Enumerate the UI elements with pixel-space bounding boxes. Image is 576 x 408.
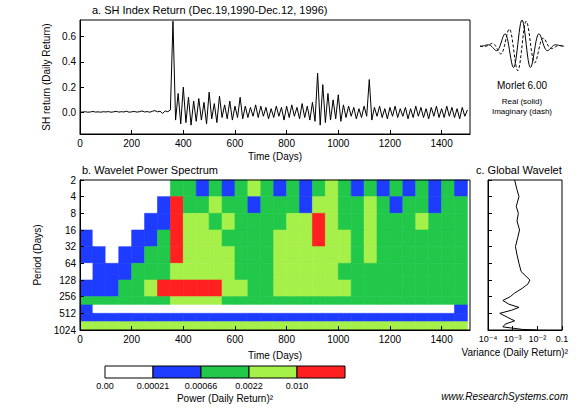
svg-text:SH return (Daily Return): SH return (Daily Return) (41, 23, 52, 130)
svg-text:0.0022: 0.0022 (235, 381, 263, 391)
svg-text:Power (Daily Return)²: Power (Daily Return)² (177, 393, 274, 404)
svg-text:400: 400 (175, 334, 192, 345)
svg-text:Real (solid): Real (solid) (502, 97, 543, 106)
svg-text:Variance (Daily Return)²: Variance (Daily Return)² (461, 347, 568, 358)
svg-text:128: 128 (59, 275, 76, 286)
svg-text:10⁻³: 10⁻³ (504, 334, 522, 344)
svg-text:256: 256 (59, 291, 76, 302)
svg-text:16: 16 (65, 225, 77, 236)
svg-text:0.1: 0.1 (556, 334, 569, 344)
svg-text:2: 2 (70, 175, 76, 186)
svg-text:1024: 1024 (54, 325, 77, 336)
svg-text:0.4: 0.4 (62, 56, 76, 67)
svg-text:Time (Days): Time (Days) (248, 350, 302, 361)
svg-text:1000: 1000 (327, 334, 350, 345)
svg-text:512: 512 (59, 308, 76, 319)
svg-text:www.ResearchSystems.com: www.ResearchSystems.com (441, 391, 568, 402)
svg-text:10⁻⁴: 10⁻⁴ (479, 334, 498, 344)
svg-text:200: 200 (123, 138, 140, 149)
svg-text:0.00: 0.00 (96, 381, 114, 391)
svg-text:800: 800 (278, 138, 295, 149)
svg-text:1200: 1200 (379, 138, 402, 149)
svg-text:0.010: 0.010 (286, 381, 309, 391)
svg-text:0.00066: 0.00066 (185, 381, 218, 391)
svg-text:32: 32 (65, 241, 77, 252)
svg-text:Period (Days): Period (Days) (32, 224, 43, 285)
svg-text:c. Global Wavelet: c. Global Wavelet (476, 164, 562, 176)
svg-text:0: 0 (77, 334, 83, 345)
svg-text:0: 0 (77, 138, 83, 149)
svg-text:0.2: 0.2 (62, 82, 76, 93)
svg-text:10⁻²: 10⁻² (528, 334, 546, 344)
svg-text:1400: 1400 (430, 334, 453, 345)
svg-text:800: 800 (278, 334, 295, 345)
svg-text:a. SH Index Return (Dec.19,199: a. SH Index Return (Dec.19,1990-Dec.12, … (92, 4, 327, 16)
svg-text:400: 400 (175, 138, 192, 149)
svg-text:200: 200 (123, 334, 140, 345)
svg-text:0.00021: 0.00021 (137, 381, 170, 391)
svg-text:0.6: 0.6 (62, 31, 76, 42)
svg-text:1000: 1000 (327, 138, 350, 149)
svg-text:Time (Days): Time (Days) (248, 151, 302, 162)
svg-text:b. Wavelet Power Spectrum: b. Wavelet Power Spectrum (82, 164, 218, 176)
svg-text:8: 8 (70, 208, 76, 219)
svg-text:4: 4 (70, 191, 76, 202)
svg-text:1400: 1400 (430, 138, 453, 149)
svg-text:1200: 1200 (379, 334, 402, 345)
svg-text:Morlet 6.00: Morlet 6.00 (497, 80, 547, 91)
svg-text:600: 600 (227, 334, 244, 345)
svg-text:64: 64 (65, 258, 77, 269)
svg-text:0.0: 0.0 (62, 107, 76, 118)
svg-text:Imaginary (dash): Imaginary (dash) (492, 107, 552, 116)
svg-text:600: 600 (227, 138, 244, 149)
